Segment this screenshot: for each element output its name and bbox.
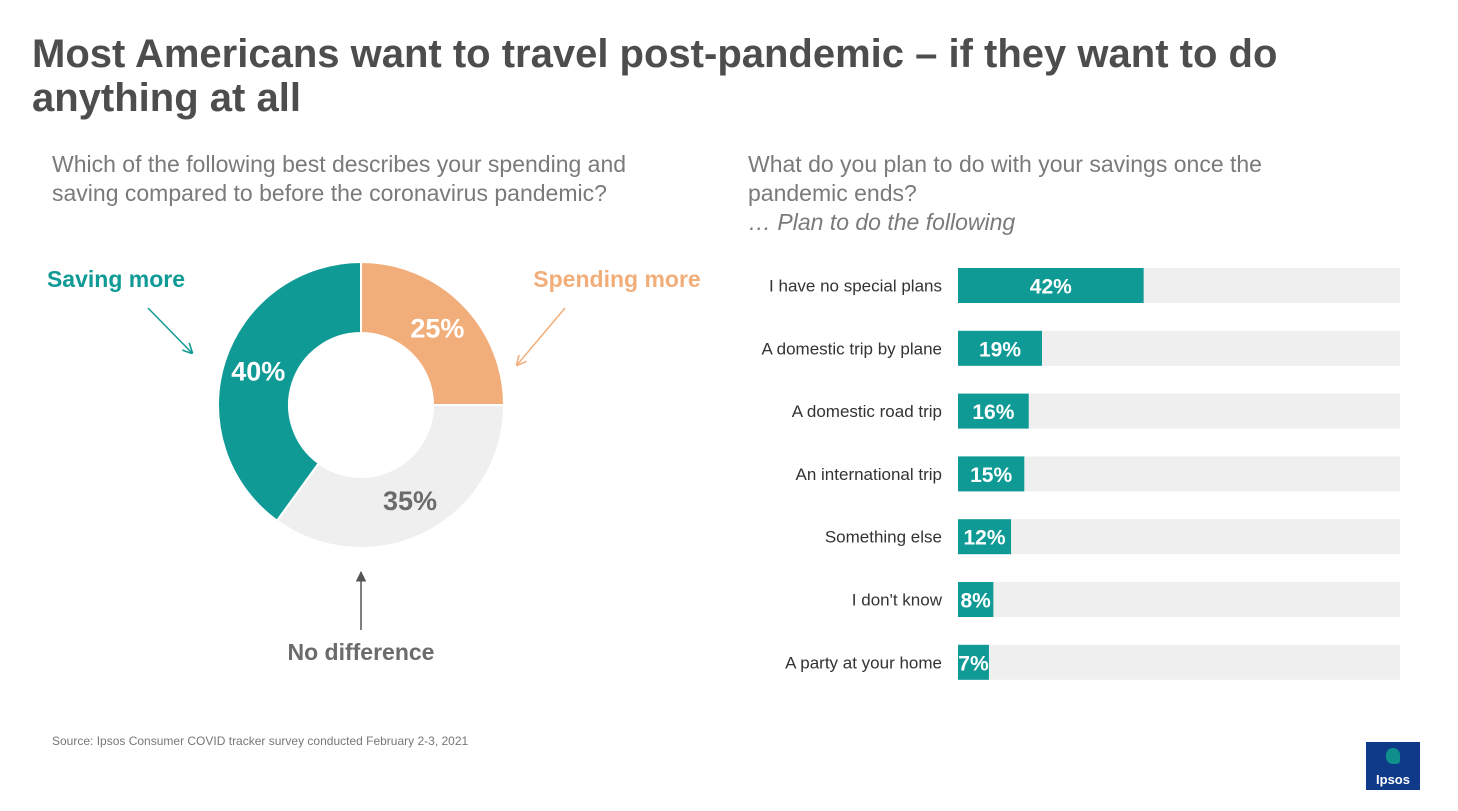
- bar-value-label: 42%: [1030, 276, 1072, 299]
- bar: [958, 268, 1144, 303]
- donut-category-label: Saving more: [47, 266, 185, 292]
- left-question: Which of the following best describes yo…: [52, 151, 627, 206]
- right-question-block: What do you plan to do with your savings…: [748, 150, 1308, 237]
- spending-more-arrow: [517, 307, 566, 365]
- bar-category-label: A domestic trip by plane: [762, 339, 942, 358]
- bar-category-label: A party at your home: [785, 653, 942, 672]
- bar-category-label: A domestic road trip: [792, 402, 942, 421]
- bar-category-label: Something else: [825, 528, 942, 547]
- right-subtitle: … Plan to do the following: [748, 209, 1016, 235]
- donut-value-label: 25%: [410, 314, 464, 344]
- bar: [958, 519, 1012, 555]
- bar-value-label: 12%: [964, 527, 1006, 550]
- bar: [958, 644, 989, 680]
- bar-value-label: 7%: [958, 652, 989, 675]
- bar-track: [958, 393, 1400, 429]
- donut-value-label: 40%: [231, 357, 285, 387]
- bar-track: [958, 519, 1400, 555]
- logo-text: Ipsos: [1376, 772, 1410, 787]
- bar-track: [958, 456, 1400, 492]
- page-title: Most Americans want to travel post-pande…: [32, 32, 1278, 120]
- donut-slice-spending-more: [360, 260, 506, 406]
- saving-more-arrow: [147, 307, 192, 353]
- donut-slice-saving-more: [217, 260, 362, 523]
- source-note: Source: Ipsos Consumer COVID tracker sur…: [52, 734, 469, 748]
- bar: [958, 582, 994, 617]
- bar-category-label: I don't know: [852, 591, 943, 610]
- bar-category-label: An international trip: [796, 465, 942, 484]
- bar-category-label: I have no special plans: [769, 277, 942, 296]
- bar-track: [958, 582, 1400, 617]
- donut-category-label: Spending more: [533, 266, 700, 292]
- right-question: What do you plan to do with your savings…: [748, 151, 1262, 206]
- bar-value-label: 15%: [970, 464, 1012, 487]
- donut-chart: 25% Spending more 35% No difference 40% Savin…: [47, 260, 701, 665]
- bar-chart: I have no special plans 42% A domestic tri…: [762, 268, 1400, 680]
- bar: [958, 330, 1042, 366]
- donut-slice-no-difference: [275, 404, 506, 549]
- bar-value-label: 19%: [979, 338, 1021, 361]
- ipsos-logo: Ipsos: [1366, 742, 1420, 790]
- bar-value-label: 16%: [972, 401, 1014, 424]
- donut-category-label: No difference: [288, 639, 435, 665]
- logo-mark-icon: [1386, 748, 1400, 764]
- bar: [958, 393, 1029, 429]
- bar-value-label: 8%: [961, 590, 992, 613]
- bar: [958, 456, 1025, 492]
- bar-track: [958, 644, 1400, 680]
- donut-value-label: 35%: [383, 486, 437, 516]
